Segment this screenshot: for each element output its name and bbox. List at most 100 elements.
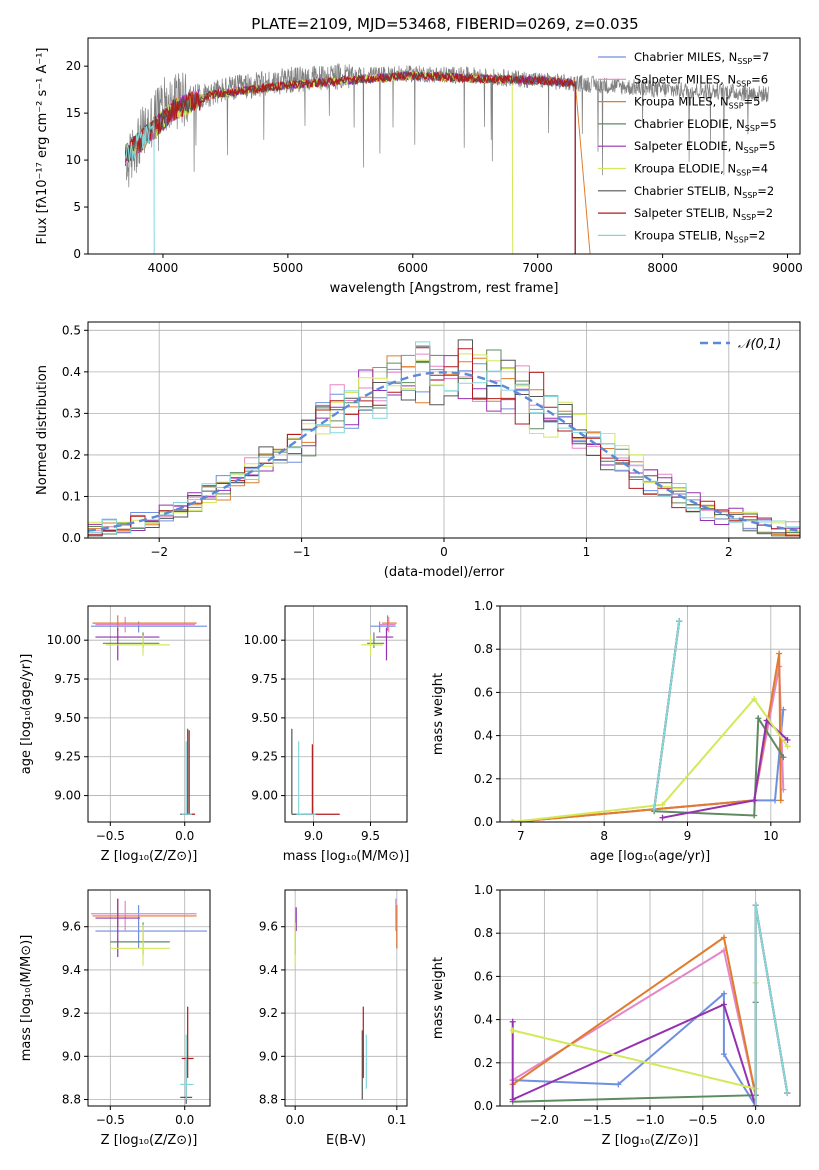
y-tick-label: 0 <box>73 247 81 261</box>
y-tick-label: 0.0 <box>474 815 493 829</box>
weight-marker-kroupa-elodie <box>784 743 791 750</box>
weight-vs-metallicity-panel: −2.0 −1.5 −1.0 −0.5 0.0 0.0 0.2 0.4 0.6 0.8 1.0 Z [… <box>431 883 801 1148</box>
y-tick-label: 0.4 <box>62 365 81 379</box>
weight-line-chabrier-elodie <box>512 1002 757 1103</box>
x-tick-label: 1 <box>583 545 591 559</box>
histogram-chabrier-stelib <box>88 339 800 537</box>
legend-label-salpeter-miles: Salpeter MILES, NSSP=6 <box>634 72 768 88</box>
mass-vs-metallicity-panel: −0.5 0.0 8.8 9.0 9.2 9.4 9.6 Z [log₁₀(Z/Z⊙)] mas… <box>19 889 211 1148</box>
weight-line-kroupa-stelib <box>653 620 681 810</box>
x-tick-label: 9000 <box>772 261 803 275</box>
plot-area <box>294 898 398 1100</box>
x-tick-label: 0.0 <box>175 829 194 843</box>
x-tick-label: −2 <box>150 545 168 559</box>
weight-marker-chabrier-miles <box>720 1051 727 1058</box>
weight-marker-salpeter-elodie <box>751 797 758 804</box>
weight-line-chabrier-miles <box>512 991 757 1106</box>
spectrum-legend: Chabrier MILES, NSSP=7 Salpeter MILES, NS… <box>598 50 777 244</box>
errorbar-chabrier-stelib <box>180 728 194 815</box>
y-axis-label: Flux [fλ10⁻¹⁷ erg cm⁻² s⁻¹ A⁻¹] <box>35 48 50 245</box>
x-tick-label: 0.0 <box>175 1113 194 1127</box>
weight-marker-kroupa-miles <box>776 650 783 657</box>
y-tick-label: 0.4 <box>474 1013 493 1027</box>
weight-line-kroupa-elodie <box>512 697 789 822</box>
y-tick-label: 9.6 <box>62 920 81 934</box>
normal-curve <box>88 371 800 532</box>
y-tick-label: 0.6 <box>474 969 493 983</box>
errorbar-chabrier-elodie <box>110 922 170 955</box>
legend-label-chabrier-miles: Chabrier MILES, NSSP=7 <box>634 50 769 66</box>
weight-marker-salpeter-elodie <box>659 814 666 821</box>
x-axis-label: wavelength [Angstrom, rest frame] <box>330 281 559 296</box>
axes-frame <box>87 889 211 1107</box>
x-tick-label: 8 <box>600 829 608 843</box>
errorbar-kroupa-elodie <box>105 635 170 656</box>
errorbar-kroupa-elodie <box>361 635 384 656</box>
legend-label-kroupa-miles: Kroupa MILES, NSSP=5 <box>634 95 760 111</box>
y-tick-label: 9.2 <box>62 1006 81 1020</box>
y-tick-label: 0.8 <box>474 926 493 940</box>
model-spectrum-kroupa-stelib <box>125 122 155 254</box>
y-tick-label: 0.0 <box>62 531 81 545</box>
y-tick-label: 9.0 <box>259 1049 278 1063</box>
weight-marker-kroupa-elodie <box>509 1027 516 1034</box>
y-axis-label: Normed distribution <box>35 365 50 495</box>
axes-frame <box>87 37 801 255</box>
x-tick-label: 4000 <box>148 261 179 275</box>
legend-label-kroupa-stelib: Kroupa STELIB, NSSP=2 <box>634 228 765 244</box>
y-tick-label: 0.6 <box>474 685 493 699</box>
y-tick-label: 1.0 <box>474 599 493 613</box>
y-tick-label: 0.3 <box>62 406 81 420</box>
normal-curve-legend-label: 𝒩(0,1) <box>738 337 781 352</box>
x-tick-label: −1 <box>293 545 311 559</box>
y-tick-label: 9.4 <box>259 963 278 977</box>
y-tick-label: 9.4 <box>62 963 81 977</box>
weight-marker-kroupa-stelib <box>784 1090 791 1097</box>
y-tick-label: 0.4 <box>474 729 493 743</box>
weight-line-chabrier-miles <box>512 709 785 822</box>
y-tick-label: 9.2 <box>259 1006 278 1020</box>
weight-marker-kroupa-elodie <box>751 695 758 702</box>
spectrum-panel: 4000 5000 6000 7000 8000 9000 0 5 10 15 20 waveleng… <box>35 37 803 296</box>
y-tick-label: 10.00 <box>47 633 81 647</box>
y-tick-label: 9.75 <box>54 672 81 686</box>
errorbar-salpeter-stelib <box>302 744 340 815</box>
x-tick-label: 9.0 <box>304 829 323 843</box>
x-axis-label: Z [log₁₀(Z/Z⊙)] <box>101 849 198 864</box>
weight-marker-kroupa-stelib <box>676 618 683 625</box>
plot-area <box>88 339 800 537</box>
weight-marker-chabrier-elodie <box>751 812 758 819</box>
weight-line-salpeter-miles <box>512 948 757 1096</box>
y-axis-label: mass weight <box>431 957 446 1039</box>
age-vs-metallicity-panel: −0.5 0.0 9.00 9.25 9.50 9.75 10.00 Z [log₁₀(Z/Z… <box>19 605 211 864</box>
y-tick-label: 9.75 <box>251 672 278 686</box>
errorbar-salpeter-miles <box>95 616 196 633</box>
figure-title: PLATE=2109, MJD=53468, FIBERID=0269, z=0… <box>251 15 638 33</box>
y-tick-label: 10 <box>66 153 81 167</box>
errorbar-kroupa-elodie <box>110 924 170 966</box>
errorbar-kroupa-miles <box>92 615 197 631</box>
x-tick-label: 0.0 <box>746 1113 765 1127</box>
x-axis-label: age [log₁₀(age/yr)] <box>590 849 711 864</box>
plot-area <box>90 898 208 1104</box>
legend-label-kroupa-elodie: Kroupa ELODIE, NSSP=4 <box>634 162 768 178</box>
x-tick-label: −0.5 <box>96 1113 125 1127</box>
errorbar-kroupa-stelib <box>296 741 316 815</box>
x-axis-label: (data-model)/error <box>384 565 505 580</box>
weight-marker-kroupa-elodie <box>659 801 666 808</box>
errorbar-chabrier-stelib <box>291 728 314 815</box>
y-tick-label: 0.1 <box>62 489 81 503</box>
y-tick-label: 1.0 <box>474 883 493 897</box>
weight-vs-age-panel: 7 8 9 10 0.0 0.2 0.4 0.6 0.8 1.0 age [log₁₀(age/yr… <box>431 599 801 864</box>
weight-marker-kroupa-miles <box>720 934 727 941</box>
residual-histogram-panel: −2 −1 0 1 2 0.0 0.1 0.2 0.3 0.4 0.5 (data-model)/er… <box>35 321 801 580</box>
x-tick-label: 6000 <box>397 261 428 275</box>
errorbar-salpeter-elodie <box>95 627 160 661</box>
axes-frame <box>87 605 211 823</box>
legend-label-chabrier-stelib: Chabrier STELIB, NSSP=2 <box>634 184 774 200</box>
plot-area <box>125 62 769 254</box>
x-tick-label: −1.0 <box>635 1113 664 1127</box>
plot-area <box>509 618 791 822</box>
x-tick-label: 9.5 <box>361 829 380 843</box>
